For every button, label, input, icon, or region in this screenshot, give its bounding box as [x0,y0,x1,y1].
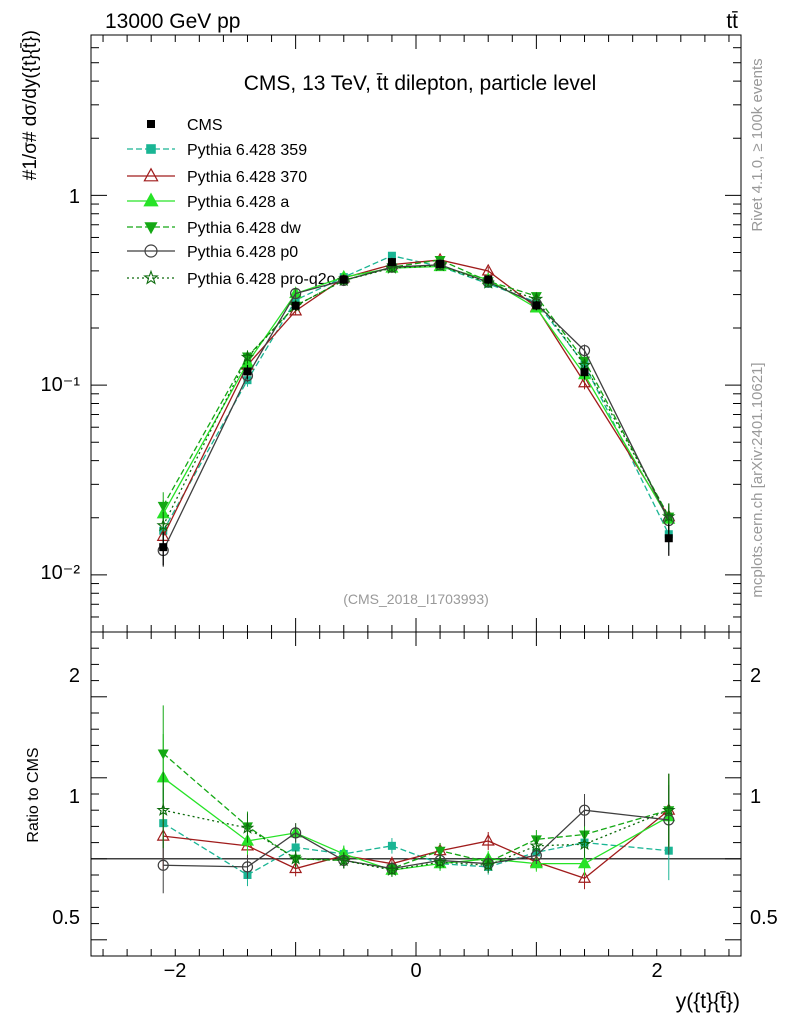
x-tick-label: 0 [410,960,421,982]
reference-point [484,275,493,284]
x-axis-label: y({t}{t̄}) [676,990,740,1013]
ratio-data-point [387,841,396,850]
ratio-data-point [156,803,171,816]
ratio-data-point [578,804,591,816]
y-tick-label: 10⁻¹ [41,374,81,396]
ratio-data-point [661,803,676,816]
ratio-series-line [162,822,669,876]
series-line [162,264,670,551]
series-line [162,264,670,526]
ratio-tick-label: 2 [69,665,80,687]
rivet-label: Rivet 4.1.0, ≥ 100k events [749,58,766,231]
main-y-axis-label: #1/σ# dσ/dy({t}{t̄}) [20,30,41,180]
ratio-tick-label-right: 0.5 [750,907,778,929]
ratio-plot-frame [90,631,742,957]
reference-point [580,368,589,377]
process-label: tt̄ [726,10,738,33]
ratio-data-point [481,833,495,846]
ratio-data-point [433,854,447,868]
series-line [162,255,670,535]
ratio-data-point [240,820,255,834]
ratio-series-line [163,809,669,870]
data-point [157,501,169,512]
legend-label: Pythia 6.428 p0 [187,244,298,261]
ratio-series-line [162,753,669,870]
ratio-data-point [385,862,399,876]
ratio-series-line [162,777,670,871]
ratio-tick-label: 0.5 [52,907,80,929]
ratio-data-point [578,870,592,883]
reference-point [532,301,541,310]
ratio-tick-label-right: 1 [750,786,761,808]
data-point [661,509,676,523]
ratio-data-point [577,837,592,851]
ratio-data-point [241,861,254,873]
reference-point [339,275,348,284]
ratio-tick-label: 1 [69,786,80,808]
legend-label: Pythia 6.428 370 [187,169,307,186]
data-point [578,344,591,357]
x-tick-label: 2 [651,960,662,982]
ratio-data-point [157,859,169,871]
ratio-data-point [578,856,592,869]
series-line [162,259,670,517]
ratio-data-point [336,853,351,867]
chart-title: CMS, 13 TeV, t̄t dilepton, particle leve… [244,72,597,95]
reference-point [664,534,673,543]
ratio-data-point [434,846,446,857]
reference-point [387,258,396,267]
legend-marker [143,167,159,182]
ratio-data-point [529,838,544,852]
legend-label: Pythia 6.428 dw [187,220,301,237]
ratio-data-point [157,749,169,760]
energy-label: 13000 GeV pp [105,10,240,33]
legend-marker [143,192,159,207]
reference-point [436,259,445,268]
data-point [240,349,255,363]
legend-label: Pythia 6.428 a [187,194,289,211]
reference-point [291,301,300,310]
series-line [162,259,670,537]
legend: CMS Pythia 6.428 359 Pythia 6.428 370 Py… [187,117,336,288]
data-point [387,251,396,260]
x-tick-label: −2 [164,960,187,982]
ratio-data-point [481,858,496,872]
data-point [156,518,171,532]
y-tick-label: 10⁻² [41,562,81,584]
legend-label: Pythia 6.428 pro-q2o [187,271,336,288]
mcplots-label: mcplots.cern.ch [arXiv:2401.10621] [749,362,766,597]
data-point [578,375,592,388]
watermark: (CMS_2018_I1703993) [343,591,489,607]
ratio-data-point [289,861,303,874]
y-tick-label: 1 [69,186,80,208]
legend-marker [144,244,158,258]
data-point [290,287,302,300]
legend-label: CMS [187,117,223,134]
ratio-data-point [290,827,302,839]
legend-marker [146,144,156,154]
legend-marker [147,120,155,128]
reference-point [159,543,168,552]
ratio-data-point [291,843,300,852]
legend-marker [144,222,158,235]
reference-point [243,367,252,376]
ratio-tick-label-right: 2 [750,665,761,687]
data-point [385,260,399,274]
legend-label: Pythia 6.428 359 [187,142,307,159]
ratio-data-point [288,851,303,865]
ratio-y-axis-label: Ratio to CMS [25,747,42,842]
ratio-series-line [163,809,670,879]
legend-marker [143,269,159,285]
